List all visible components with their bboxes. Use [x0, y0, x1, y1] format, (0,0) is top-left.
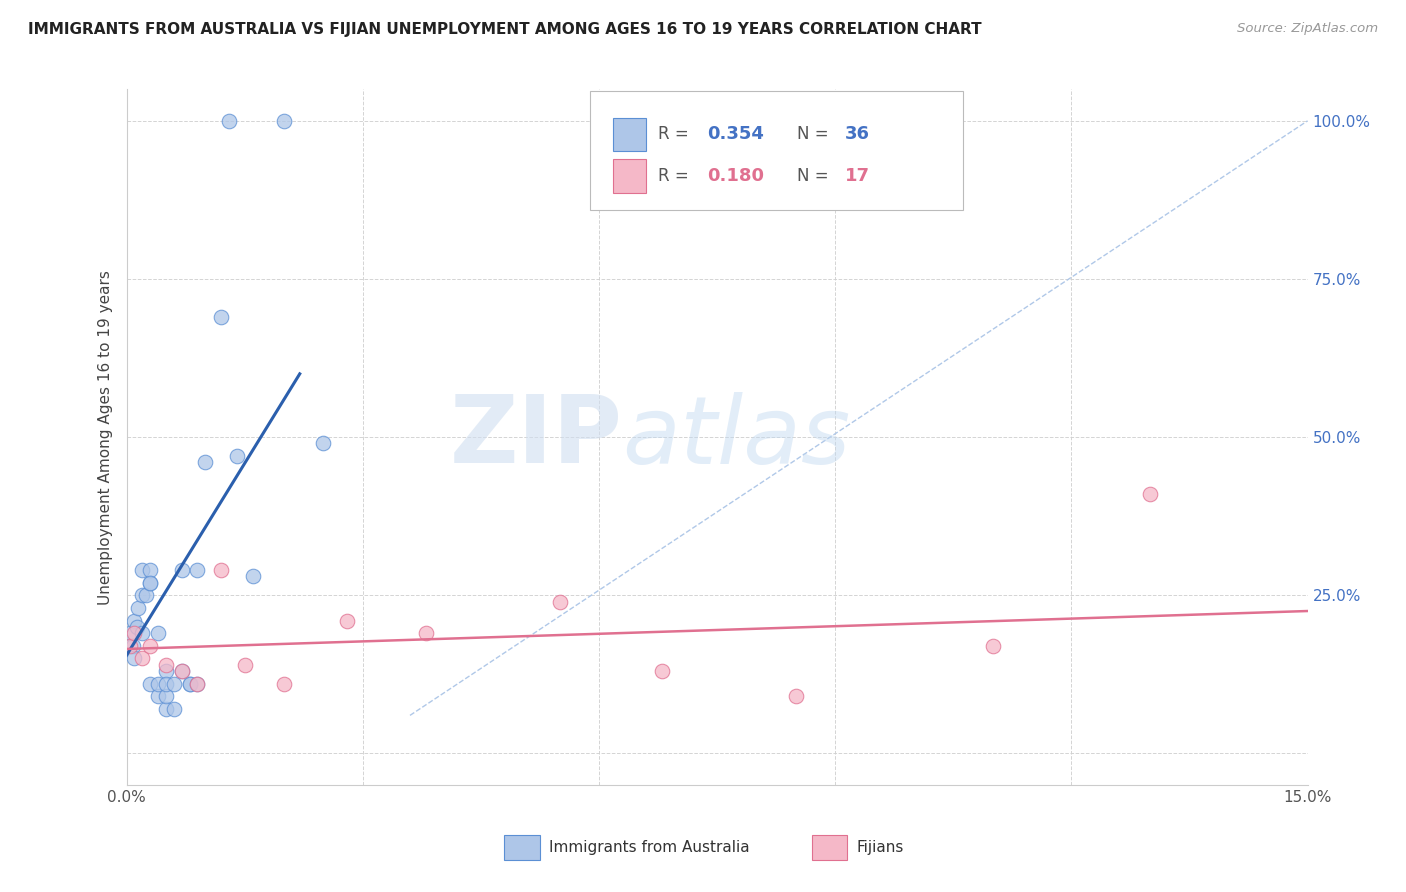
Point	[273, 677, 295, 691]
Point	[312, 436, 335, 450]
FancyBboxPatch shape	[613, 118, 647, 151]
Text: Immigrants from Australia: Immigrants from Australia	[550, 840, 749, 855]
Point	[163, 677, 186, 691]
Text: R =: R =	[658, 167, 695, 186]
FancyBboxPatch shape	[811, 836, 846, 860]
FancyBboxPatch shape	[589, 91, 963, 210]
Text: N =: N =	[797, 126, 834, 144]
Point	[170, 664, 193, 678]
Point	[225, 449, 247, 463]
Point	[218, 113, 240, 128]
Point	[273, 113, 295, 128]
Point	[186, 677, 208, 691]
Point	[209, 563, 232, 577]
Point	[139, 639, 162, 653]
Point	[135, 588, 157, 602]
Text: N =: N =	[797, 167, 834, 186]
FancyBboxPatch shape	[505, 836, 540, 860]
Y-axis label: Unemployment Among Ages 16 to 19 years: Unemployment Among Ages 16 to 19 years	[98, 269, 114, 605]
Point	[194, 455, 217, 469]
Point	[163, 702, 186, 716]
Point	[139, 575, 162, 590]
Point	[146, 626, 169, 640]
Point	[131, 588, 153, 602]
Point	[336, 614, 359, 628]
Point	[139, 563, 162, 577]
Point	[155, 677, 177, 691]
Point	[131, 626, 153, 640]
Point	[170, 664, 193, 678]
Text: atlas: atlas	[623, 392, 851, 483]
Point	[124, 614, 146, 628]
Point	[242, 569, 264, 583]
Text: 17: 17	[845, 167, 870, 186]
Point	[139, 575, 162, 590]
Point	[548, 594, 571, 608]
Text: Source: ZipAtlas.com: Source: ZipAtlas.com	[1237, 22, 1378, 36]
Point	[125, 620, 148, 634]
Point	[120, 639, 142, 653]
Point	[170, 563, 193, 577]
Point	[209, 310, 232, 324]
Point	[1139, 487, 1161, 501]
Point	[186, 677, 208, 691]
Point	[131, 651, 153, 665]
Point	[155, 702, 177, 716]
Point	[120, 626, 142, 640]
Point	[127, 600, 149, 615]
Text: IMMIGRANTS FROM AUSTRALIA VS FIJIAN UNEMPLOYMENT AMONG AGES 16 TO 19 YEARS CORRE: IMMIGRANTS FROM AUSTRALIA VS FIJIAN UNEM…	[28, 22, 981, 37]
Point	[146, 677, 169, 691]
Point	[233, 657, 256, 672]
Point	[651, 664, 673, 678]
FancyBboxPatch shape	[613, 160, 647, 193]
Text: Fijians: Fijians	[856, 840, 904, 855]
Point	[155, 657, 177, 672]
Point	[186, 563, 208, 577]
Point	[155, 664, 177, 678]
Point	[785, 690, 807, 704]
Point	[139, 677, 162, 691]
Point	[146, 690, 169, 704]
Point	[131, 563, 153, 577]
Text: 0.354: 0.354	[707, 126, 765, 144]
Point	[179, 677, 201, 691]
Point	[121, 639, 143, 653]
Point	[179, 677, 201, 691]
Text: ZIP: ZIP	[450, 391, 623, 483]
Point	[155, 690, 177, 704]
Point	[124, 651, 146, 665]
Text: 36: 36	[845, 126, 870, 144]
Text: 0.180: 0.180	[707, 167, 765, 186]
Text: R =: R =	[658, 126, 695, 144]
Point	[981, 639, 1004, 653]
Point	[415, 626, 437, 640]
Point	[124, 626, 146, 640]
